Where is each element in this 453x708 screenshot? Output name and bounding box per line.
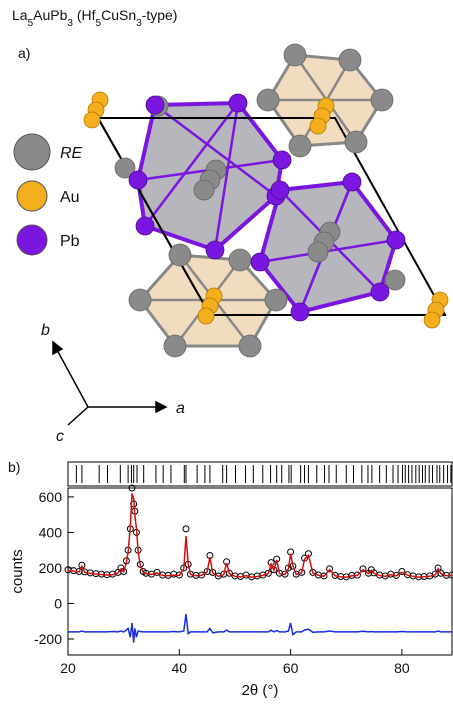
x-tick-label: 60 <box>283 660 299 676</box>
x-tick-label: 20 <box>60 660 76 676</box>
crystal-structure <box>84 44 448 357</box>
title-part: -type) <box>142 7 178 23</box>
y-tick-label: 400 <box>39 524 63 540</box>
axis-label-c: c <box>56 428 64 445</box>
axis-label-b: b <box>41 322 50 339</box>
reflection-frame <box>68 462 452 486</box>
chart: 600 400 200 0 -200 20 40 60 80 2θ (°) counts <box>9 462 453 699</box>
title-part: La <box>12 7 28 23</box>
series-line <box>68 614 452 643</box>
x-axis-label: 2θ (°) <box>242 682 279 699</box>
title-part: AuPb <box>33 7 67 23</box>
panel-label: b) <box>8 459 20 475</box>
y-tick-label: 0 <box>54 595 62 611</box>
series-line <box>68 493 452 577</box>
legend-swatch <box>14 134 50 170</box>
figure-title: La5AuPb3 (Hf5CuSn3-type) <box>12 7 177 29</box>
legend-swatch <box>17 181 47 211</box>
observed-point <box>183 526 189 532</box>
x-tick-label: 80 <box>394 660 410 676</box>
legend: RE Au Pb <box>14 134 83 255</box>
figure: La5AuPb3 (Hf5CuSn3-type) a) <box>0 0 453 703</box>
y-tick-label: -200 <box>34 631 62 647</box>
y-tick-label: 200 <box>39 560 63 576</box>
y-tick-label: 600 <box>39 489 63 505</box>
x-tick-label: 40 <box>172 660 188 676</box>
legend-label: Au <box>60 189 80 206</box>
legend-label: Pb <box>60 233 80 250</box>
title-part: (Hf <box>73 7 96 23</box>
title-part: CuSn <box>101 7 136 23</box>
observed-point <box>171 571 177 577</box>
legend-label: RE <box>60 145 83 162</box>
y-axis-label: counts <box>9 549 26 593</box>
legend-swatch <box>17 225 47 255</box>
axis-label-a: a <box>176 400 185 417</box>
panel-label: a) <box>18 45 30 61</box>
axes-indicator <box>53 342 166 425</box>
